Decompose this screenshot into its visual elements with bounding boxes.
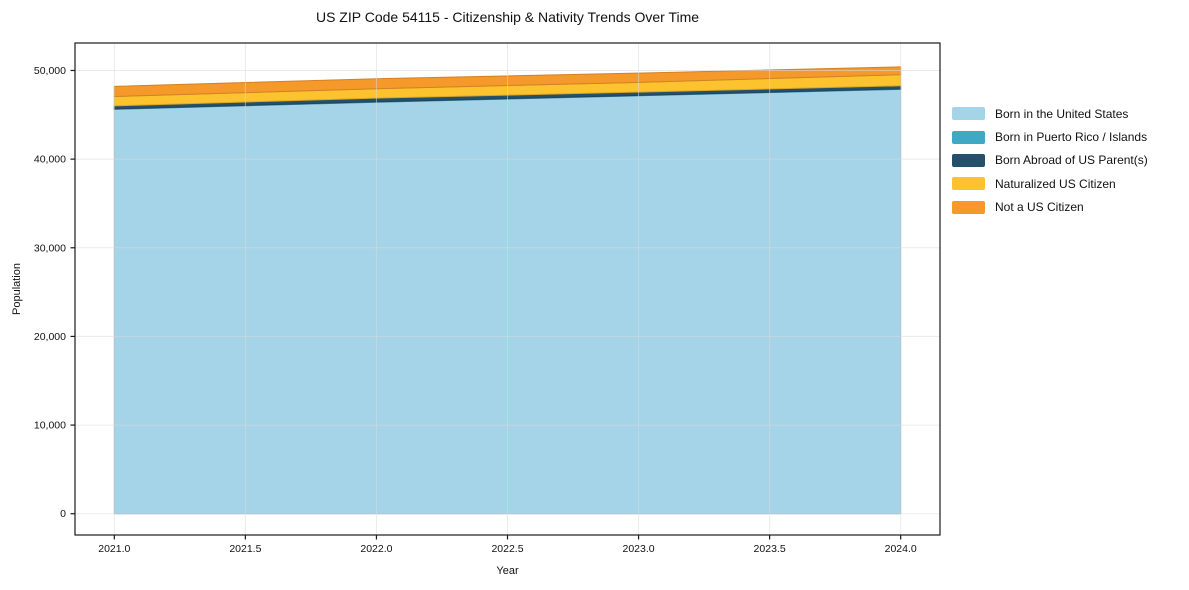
chart-title: US ZIP Code 54115 - Citizenship & Nativi… (315, 9, 700, 25)
x-tick-label: 2021.5 (229, 543, 261, 555)
y-tick-label: 40,000 (34, 154, 66, 166)
legend: Born in the United States Born in Puerto … (952, 102, 1148, 219)
legend-swatch (952, 153, 985, 167)
x-tick-label: 2021.0 (98, 543, 130, 555)
x-tick-label: 2023.5 (754, 543, 786, 555)
x-tick-label: 2024.0 (885, 543, 917, 555)
x-axis-label: Year (496, 565, 519, 577)
y-axis-label: Population (11, 263, 23, 315)
legend-label: Naturalized US Citizen (995, 176, 1116, 191)
legend-item-naturalized-us-citizen: Naturalized US Citizen (952, 172, 1148, 195)
y-tick-label: 10,000 (34, 420, 66, 432)
legend-label: Born in the United States (995, 106, 1129, 121)
legend-label: Not a US Citizen (995, 200, 1084, 215)
legend-swatch (952, 200, 985, 214)
legend-item-born-abroad-of-us-parent-s: Born Abroad of US Parent(s) (952, 149, 1148, 172)
y-tick-label: 0 (60, 508, 66, 520)
legend-item-born-in-puerto-rico-islands: Born in Puerto Rico / Islands (952, 125, 1148, 148)
x-tick-label: 2023.0 (622, 543, 654, 555)
x-tick-label: 2022.0 (360, 543, 392, 555)
legend-swatch (952, 130, 985, 144)
legend-label: Born in Puerto Rico / Islands (995, 130, 1148, 145)
legend-swatch (952, 107, 985, 121)
legend-swatch (952, 177, 985, 191)
legend-item-born-in-the-united-states: Born in the United States (952, 102, 1148, 125)
x-tick-label: 2022.5 (491, 543, 523, 555)
y-tick-label: 50,000 (34, 65, 66, 77)
legend-label: Born Abroad of US Parent(s) (995, 153, 1148, 168)
y-tick-label: 20,000 (34, 331, 66, 343)
y-tick-label: 30,000 (34, 242, 66, 254)
legend-item-not-a-us-citizen: Not a US Citizen (952, 196, 1148, 219)
